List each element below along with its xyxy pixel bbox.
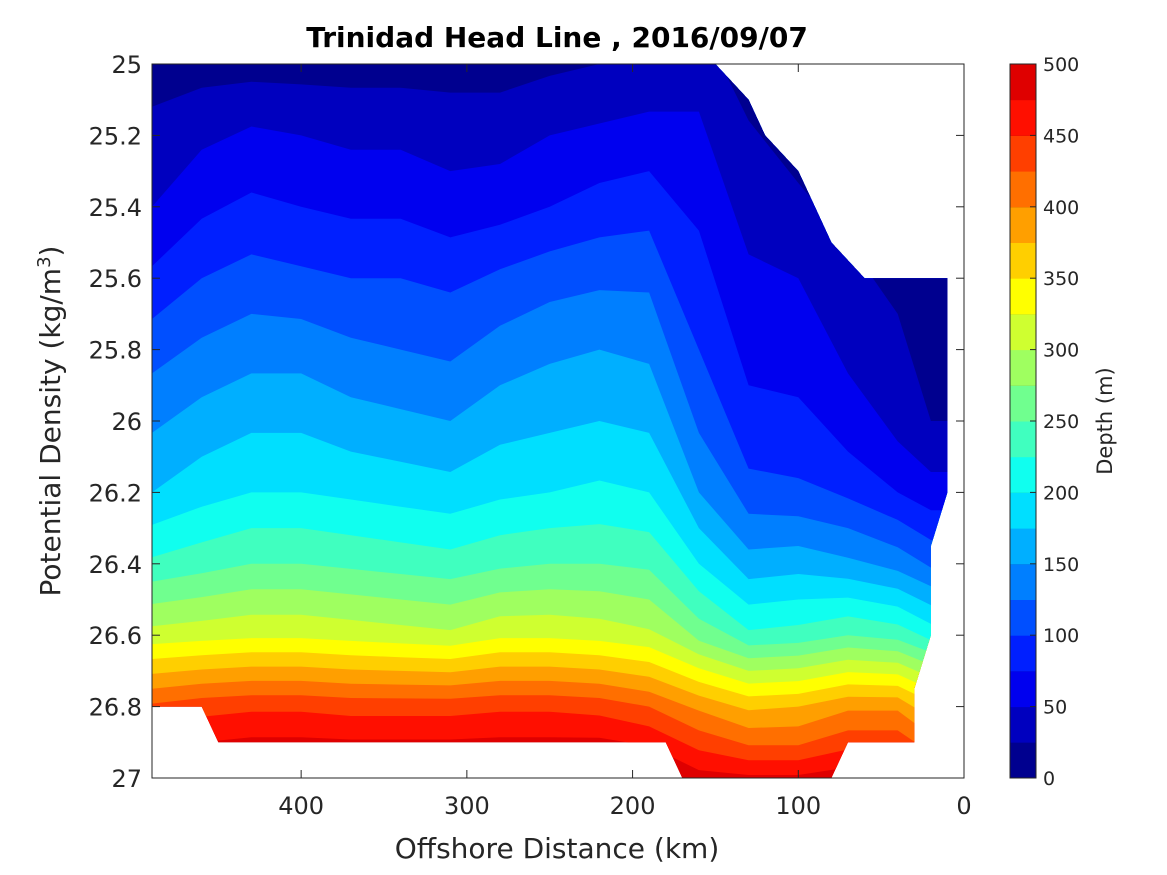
colorbar-swatch (1010, 599, 1036, 636)
colorbar-tick-label: 350 (1043, 268, 1079, 290)
colorbar-swatch (1010, 528, 1036, 565)
colorbar-swatch (1010, 706, 1036, 743)
y-tick-label: 25.8 (89, 337, 142, 365)
y-tick-label: 27 (111, 765, 142, 793)
x-tick-label: 0 (956, 792, 971, 820)
colorbar-swatch (1010, 456, 1036, 493)
colorbar-swatch (1010, 385, 1036, 422)
y-tick-label: 25.6 (89, 265, 142, 293)
colorbar-tick-label: 250 (1043, 411, 1079, 433)
y-tick-label: 26.8 (89, 694, 142, 722)
colorbar-swatch (1010, 421, 1036, 458)
y-tick-label: 25 (111, 51, 142, 79)
y-axis: 25 25.2 25.4 25.6 25.8 26 26.2 26.4 26.6 26.8 27 (89, 51, 964, 793)
colorbar-swatch (1010, 742, 1036, 779)
colorbar-tick-label: 200 (1043, 482, 1079, 504)
colorbar-swatch (1010, 635, 1036, 672)
colorbar-swatch (1010, 171, 1036, 208)
y-axis-label: Potential Density (kg/m3) (34, 246, 68, 597)
colorbar (1009, 63, 1037, 779)
colorbar-tick-label: 400 (1043, 197, 1079, 219)
x-tick-label: 100 (775, 792, 821, 820)
colorbar-tick-label: 450 (1043, 125, 1079, 147)
y-tick-label: 26.2 (89, 479, 142, 507)
colorbar-tick-label: 300 (1043, 340, 1079, 362)
colorbar-swatch (1010, 313, 1036, 351)
colorbar-tick-label: 150 (1043, 554, 1079, 576)
y-tick-label: 26.6 (89, 622, 142, 650)
x-axis: 400 300 200 100 0 (278, 64, 972, 820)
colorbar-tick-label: 500 (1043, 54, 1079, 76)
chart-title: Trinidad Head Line , 2016/09/07 (306, 21, 808, 54)
colorbar-swatch (1010, 242, 1036, 279)
colorbar-tick-label: 100 (1043, 625, 1079, 647)
colorbar-swatch (1010, 64, 1036, 101)
colorbar-swatch (1010, 670, 1036, 708)
colorbar-tick-label: 0 (1043, 768, 1055, 790)
colorbar-swatch (1010, 492, 1036, 529)
colorbar-swatch (1010, 135, 1036, 172)
colorbar-label: Depth (m) (1093, 367, 1117, 474)
x-tick-label: 300 (444, 792, 490, 820)
x-axis-label: Offshore Distance (km) (395, 832, 720, 865)
y-tick-label: 26 (111, 408, 142, 436)
colorbar-tick-label: 50 (1043, 697, 1067, 719)
contour-bands (152, 64, 948, 778)
colorbar-axis: 0 50 100 150 200 250 300 350 400 450 500 (1030, 54, 1079, 790)
y-tick-label: 26.4 (89, 551, 142, 579)
colorbar-swatch (1010, 99, 1036, 136)
y-tick-label: 25.2 (89, 122, 142, 150)
x-tick-label: 400 (278, 792, 324, 820)
y-tick-label: 25.4 (89, 194, 142, 222)
colorbar-swatch (1010, 563, 1036, 600)
x-tick-label: 200 (610, 792, 656, 820)
colorbar-swatch (1010, 349, 1036, 386)
colorbar-swatch (1010, 206, 1036, 243)
contour-band-25-50 (152, 64, 948, 472)
colorbar-swatch (1010, 278, 1036, 315)
